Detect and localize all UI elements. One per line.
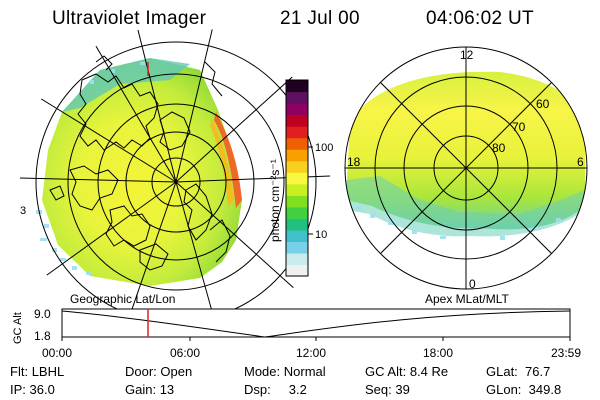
gc-alt-value: 8.4 Re: [409, 364, 449, 379]
ip-field: IP: 36.0: [10, 382, 55, 397]
altitude-curve: [61, 310, 571, 338]
mlt-label-18: 18: [347, 155, 361, 169]
geo-panel-label: Geographic Lat/Lon: [70, 292, 175, 306]
colorbar-segment: [286, 264, 308, 277]
colorbar-unit-label: photon cm⁻²s⁻¹: [268, 159, 282, 242]
colorbar: 100 10 photon cm⁻²s⁻¹: [268, 79, 333, 277]
colorbar-segment: [286, 195, 308, 208]
gc-alt-field: GC Alt: 8.4 Re: [365, 364, 448, 379]
seq-field: Seq: 39: [365, 382, 410, 397]
date-label: 21 Jul 00: [280, 8, 360, 29]
mlat-label-80: 80: [492, 141, 506, 155]
geo-edge-mark: 3: [20, 205, 26, 217]
filter-value: LBHL: [31, 364, 65, 379]
glon-value: 349.8: [528, 382, 562, 397]
colorbar-segment: [286, 252, 308, 266]
door-value: Open: [160, 364, 193, 379]
seq-value: 39: [395, 382, 410, 397]
apex-grid: [345, 47, 587, 289]
alt-ytick-hi: 9.0: [34, 307, 51, 321]
colorbar-segment: [286, 183, 308, 196]
mode-value: Normal: [283, 364, 326, 379]
colorbar-segment: [286, 137, 308, 150]
colorbar-segment: [286, 229, 308, 243]
alt-xtick-3: 18:00: [423, 346, 453, 360]
gain-label: Gain:: [125, 382, 157, 397]
mode-field: Mode: Normal: [244, 364, 326, 379]
alt-xtick-2: 12:00: [296, 346, 326, 360]
colorbar-segment: [286, 126, 308, 139]
geo-emission-edge: [62, 58, 190, 112]
dsp-label: Dsp:: [244, 382, 271, 397]
gain-value: 13: [159, 382, 175, 397]
mlt-label-12: 12: [460, 48, 474, 62]
alt-ytick-lo: 1.8: [34, 329, 51, 343]
colorbar-tick-10: 10: [315, 229, 327, 241]
colorbar-segment: [286, 149, 308, 162]
glon-field: GLon: 349.8: [486, 382, 561, 397]
mode-label: Mode:: [244, 364, 281, 379]
filter-field: Flt: LBHL: [10, 364, 64, 379]
altitude-plot: 9.0 1.8 GC Alt 00:00 06:00 12:00 18:00 2…: [12, 307, 581, 360]
mlt-label-6: 6: [577, 155, 584, 169]
gc-alt-label: GC Alt:: [365, 364, 407, 379]
seq-label: Seq:: [365, 382, 392, 397]
geo-grid: [19, 25, 331, 341]
mlat-label-70: 70: [512, 120, 526, 134]
apex-panel-label: Apex MLat/MLT: [425, 292, 509, 306]
colorbar-tick-100: 100: [315, 142, 333, 154]
alt-xtick-0: 00:00: [42, 346, 72, 360]
dsp-value: 3.2: [288, 382, 307, 397]
colorbar-segment: [286, 172, 308, 185]
glat-field: GLat: 76.7: [486, 364, 550, 379]
time-label: 04:06:02 UT: [426, 8, 534, 29]
colorbar-segment: [286, 241, 308, 254]
instrument-title: Ultraviolet Imager: [52, 8, 207, 29]
ip-value: 36.0: [29, 382, 55, 397]
mlat-label-60: 60: [536, 97, 550, 111]
dsp-field: Dsp: 3.2: [244, 382, 307, 397]
colorbar-segment: [286, 114, 308, 127]
mlt-label-0: 0: [469, 277, 476, 291]
glat-value: 76.7: [525, 364, 551, 379]
colorbar-segment: [286, 103, 308, 116]
colorbar-segment: [286, 80, 308, 93]
door-field: Door: Open: [125, 364, 192, 379]
ip-label: IP:: [10, 382, 26, 397]
filter-label: Flt:: [10, 364, 29, 379]
alt-xtick-1: 06:00: [170, 346, 200, 360]
door-label: Door:: [125, 364, 157, 379]
alt-xtick-4: 23:59: [551, 346, 581, 360]
colorbar-segment: [286, 91, 308, 104]
colorbar-segment: [286, 206, 308, 219]
geographic-image: 3: [19, 25, 331, 341]
colorbar-segment: [286, 160, 308, 173]
glon-label: GLon:: [486, 382, 522, 397]
gain-field: Gain: 13: [125, 382, 174, 397]
geo-limb-glow: [214, 112, 242, 208]
alt-ylabel: GC Alt: [12, 312, 24, 344]
glat-label: GLat:: [486, 364, 518, 379]
apex-image: 12 18 6 0 60 70 80: [344, 46, 588, 291]
colorbar-segment: [286, 218, 308, 231]
